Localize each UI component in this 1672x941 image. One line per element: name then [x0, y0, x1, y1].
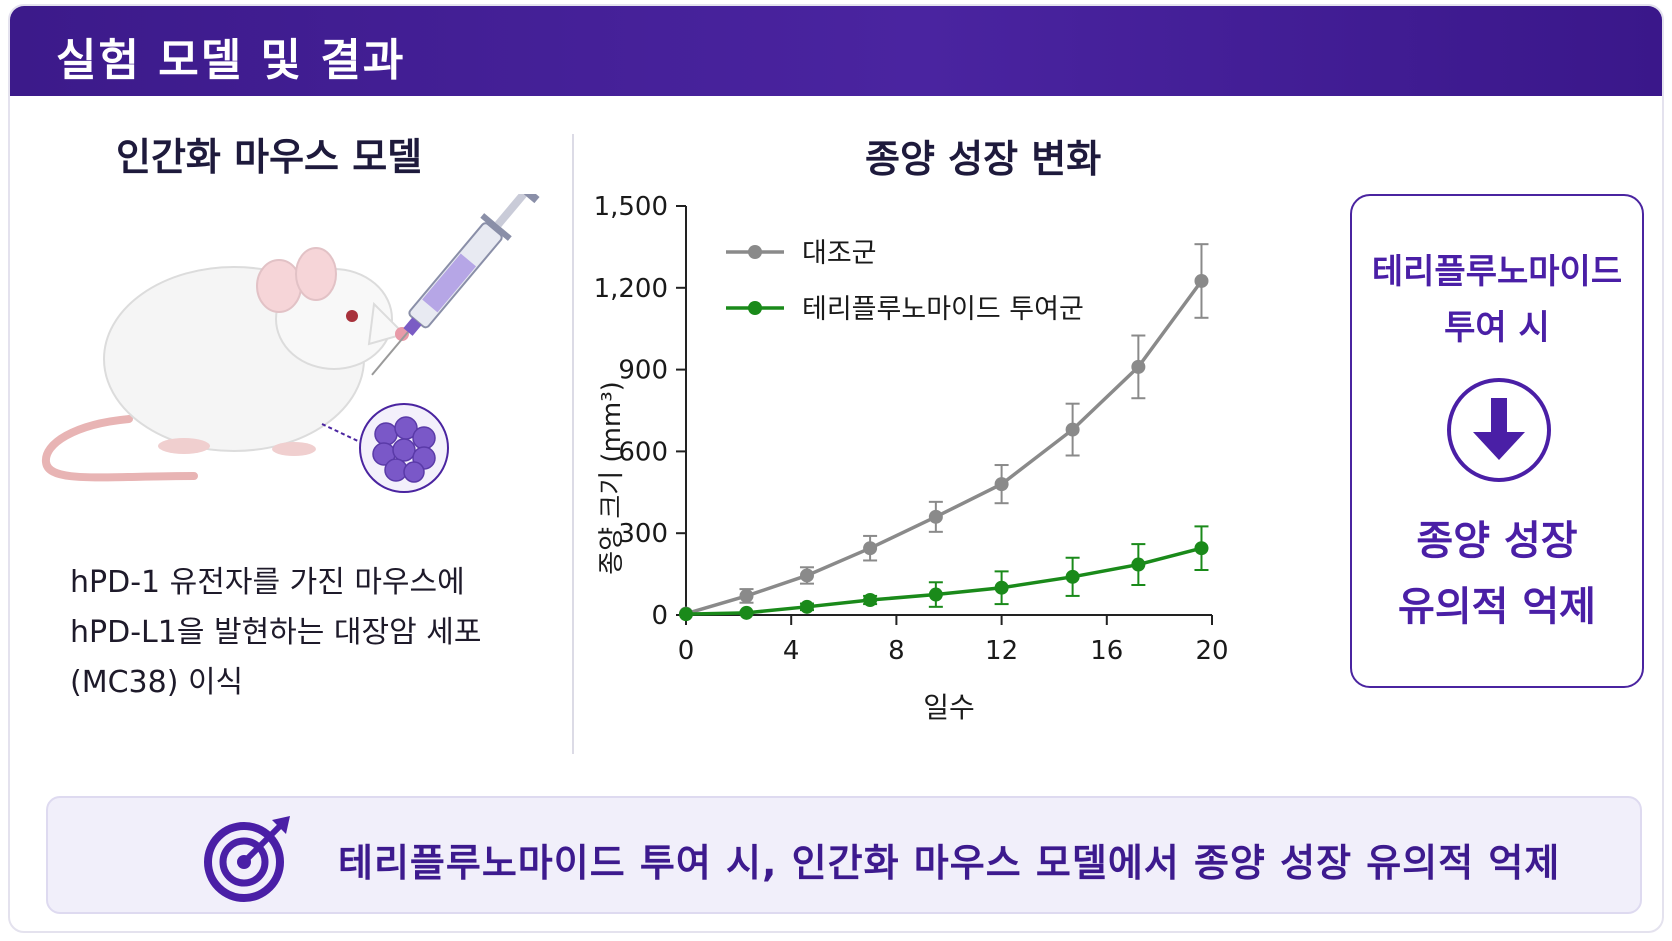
x-tick-label: 4: [783, 636, 800, 666]
result-suppression: 유의적 억제: [1398, 584, 1596, 630]
description-line: hPD-L1을 발현하는 대장암 세포: [70, 615, 482, 650]
data-point: [994, 580, 1009, 595]
y-tick-label: 0: [651, 601, 668, 631]
data-point: [863, 593, 878, 608]
tumor-growth-chart: 0 300 600 900 1,200 1,500 0 4 8 12 16 20 대조군테리플루노마이…: [594, 192, 1229, 724]
series-line: [685, 546, 1202, 616]
data-point: [799, 599, 814, 614]
mouse-eye: [346, 310, 358, 322]
data-point: [1065, 422, 1080, 437]
y-tick-label: 600: [618, 437, 668, 467]
mouse-nose: [395, 327, 409, 341]
mouse-ear: [295, 247, 337, 301]
main-card: 실험 모델 및 결과 인간화 마우스 모델: [8, 4, 1664, 933]
data-point: [863, 541, 878, 556]
series-line: [685, 279, 1203, 616]
conclusion-text: 테리플루노마이드 투여 시, 인간화 마우스 모델에서 종양 성장 유의적 억제: [338, 841, 1561, 885]
y-tick-label: 900: [618, 356, 668, 386]
section-divider: [572, 134, 574, 754]
page-title: 실험 모델 및 결과: [56, 35, 406, 86]
data-point: [928, 587, 943, 602]
legend-label: 테리플루노마이드 투여군: [802, 294, 1084, 325]
data-point: [1065, 569, 1080, 584]
syringe-icon: [371, 194, 540, 376]
data-point: [799, 568, 814, 583]
data-point: [1131, 359, 1146, 374]
data-point: [739, 588, 754, 603]
data-point: [1131, 557, 1146, 572]
x-tick-label: 8: [888, 636, 905, 666]
data-point: [1194, 541, 1209, 556]
x-axis-label: 일수: [923, 691, 975, 724]
legend-marker: [748, 245, 762, 259]
description-line: (MC38) 이식: [70, 665, 244, 700]
x-tick-label: 12: [985, 636, 1018, 666]
data-point: [928, 509, 943, 524]
data-point: [994, 477, 1009, 492]
target-icon: [204, 816, 290, 902]
header-bar: 실험 모델 및 결과: [10, 6, 1662, 96]
x-tick-label: 16: [1090, 636, 1123, 666]
result-tumor-growth: 종양 성장: [1416, 518, 1578, 564]
data-point: [1194, 273, 1209, 288]
x-tick-label: 0: [678, 636, 695, 666]
data-point: [739, 605, 754, 620]
result-drug-name: 테리플루노마이드: [1371, 252, 1623, 292]
mouse-tail: [41, 415, 198, 482]
description-line: hPD-1 유전자를 가진 마우스에: [70, 565, 465, 600]
legend-marker: [748, 301, 762, 315]
conclusion-banner: 테리플루노마이드 투여 시, 인간화 마우스 모델에서 종양 성장 유의적 억제: [46, 796, 1642, 914]
down-arrow-icon: [1447, 378, 1551, 482]
result-admin: 투여 시: [1444, 308, 1550, 348]
result-box: 테리플루노마이드 투여 시 종양 성장 유의적 억제: [1350, 194, 1644, 688]
chart-title: 종양 성장 변화: [865, 137, 1102, 181]
treated-series: [679, 525, 1209, 622]
mouse-illustration: [41, 194, 540, 493]
y-tick-label: 300: [618, 519, 668, 549]
mouse-model-title: 인간화 마우스 모델: [116, 135, 423, 179]
data-point: [679, 607, 693, 622]
y-tick-label: 1,200: [594, 274, 668, 304]
legend-label: 대조군: [802, 238, 877, 269]
mouse-ear: [256, 259, 302, 313]
x-tick-label: 20: [1195, 636, 1228, 666]
y-axis-label: 종양 크기 (mm³): [597, 381, 627, 575]
y-tick-label: 1,500: [594, 192, 668, 222]
model-description: hPD-1 유전자를 가진 마우스에 hPD-L1을 발현하는 대장암 세포 (…: [70, 558, 481, 708]
